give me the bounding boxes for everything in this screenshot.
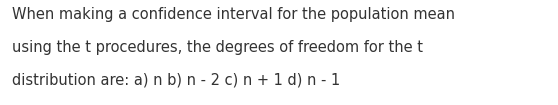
Text: using the t procedures, the degrees of freedom for the t: using the t procedures, the degrees of f… (12, 40, 424, 55)
Text: distribution are: a) n b) n - 2 c) n + 1 d) n - 1: distribution are: a) n b) n - 2 c) n + 1… (12, 72, 340, 87)
Text: When making a confidence interval for the population mean: When making a confidence interval for th… (12, 7, 455, 22)
